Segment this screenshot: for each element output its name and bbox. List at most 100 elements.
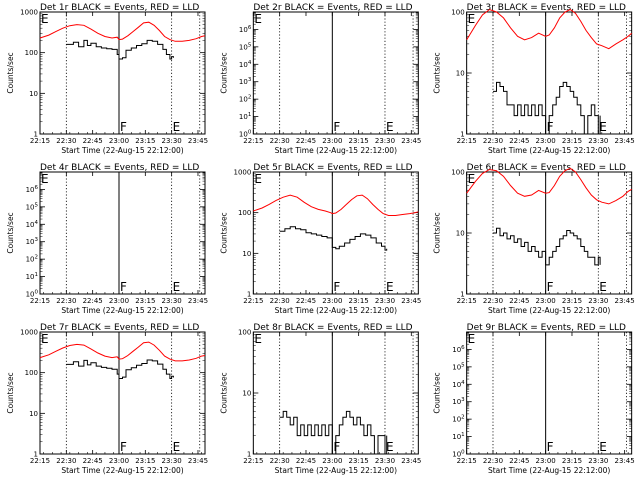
y-tick-label: 104 [239, 60, 252, 69]
y-tick-label: 105 [239, 42, 252, 51]
x-tick-label: 22:30 [483, 137, 503, 145]
panel-1: Det 1r BLACK = Events, RED = LLD 22:15 22:… [6, 3, 208, 155]
x-tick-label: 22:30 [483, 457, 503, 465]
x-tick-label: 23:00 [322, 457, 342, 465]
y-tick-label: 102 [452, 415, 464, 424]
x-tick-label: 23:00 [536, 457, 556, 465]
plot-frame [39, 11, 206, 135]
x-tick-label: 22:30 [56, 297, 76, 305]
plot-frame [39, 171, 206, 295]
y-tick-label: 1000 [234, 169, 252, 177]
x-tick-label: 23:30 [162, 137, 182, 145]
y-axis-label: Counts/sec [6, 212, 15, 253]
events-series-line [279, 226, 388, 251]
events-series-line [493, 227, 601, 266]
marker-f: F [120, 120, 127, 134]
y-axis-label: Counts/sec [6, 52, 15, 93]
x-tick-label: 22:45 [296, 457, 316, 465]
x-tick-label: 22:45 [509, 137, 529, 145]
x-axis-label: Start Time (22-Aug-15 22:12:00) [61, 466, 183, 475]
y-tick-label: 100 [452, 450, 465, 459]
x-tick-label: 23:15 [135, 297, 155, 305]
panel-6: Det 6r BLACK = Events, RED = LLD 22:15 22:… [433, 163, 635, 315]
x-axis-label: Start Time (22-Aug-15 22:12:00) [488, 306, 610, 315]
x-tick-label: 23:30 [588, 137, 608, 145]
x-tick-label: 23:15 [349, 297, 369, 305]
x-tick-label: 22:30 [56, 457, 76, 465]
marker-f: F [333, 120, 340, 134]
x-tick-label: 22:30 [270, 297, 290, 305]
plot-frame [252, 171, 419, 295]
events-series-line [66, 39, 174, 60]
plot-frame [252, 11, 419, 135]
y-tick-label: 102 [239, 95, 251, 104]
x-tick-label: 23:45 [401, 297, 421, 305]
y-axis-label: Counts/sec [433, 52, 442, 93]
x-tick-label: 23:45 [188, 297, 208, 305]
x-tick-label: 23:30 [162, 457, 182, 465]
lld-series-line [466, 8, 633, 50]
marker-e: E [468, 332, 476, 346]
y-tick-label: 10 [456, 70, 465, 78]
x-tick-label: 22:15 [243, 137, 263, 145]
y-axis-label: Counts/sec [219, 372, 228, 413]
x-tick-label: 23:30 [375, 457, 395, 465]
marker-e: E [386, 280, 394, 294]
panel-9: Det 9r BLACK = Events, RED = LLD 22:15 22:… [433, 323, 635, 475]
y-tick-label: 1 [247, 451, 251, 459]
x-tick-label: 23:00 [109, 297, 129, 305]
x-tick-label: 23:45 [401, 137, 421, 145]
y-axis-label: Counts/sec [433, 212, 442, 253]
x-tick-label: 22:15 [243, 457, 263, 465]
y-axis-label: Counts/sec [219, 212, 228, 253]
y-tick-label: 10 [242, 390, 251, 398]
y-tick-label: 100 [239, 130, 252, 139]
marker-e: E [468, 172, 476, 186]
x-tick-label: 22:45 [83, 297, 103, 305]
panel-title: Det 6r BLACK = Events, RED = LLD [467, 163, 626, 173]
panel-title: Det 8r BLACK = Events, RED = LLD [253, 323, 412, 333]
y-tick-label: 101 [26, 272, 38, 281]
marker-f: F [547, 120, 554, 134]
plot-frame [39, 331, 206, 455]
x-tick-label: 23:15 [349, 457, 369, 465]
y-axis-label: Counts/sec [433, 372, 442, 413]
panel-8: Det 8r BLACK = Events, RED = LLD 22:15 22:… [219, 323, 421, 475]
marker-f: F [120, 440, 127, 454]
x-tick-label: 22:45 [509, 457, 529, 465]
y-tick-label: 104 [452, 380, 465, 389]
lld-series-line [39, 21, 206, 42]
x-tick-label: 22:15 [243, 297, 263, 305]
x-tick-label: 23:30 [375, 297, 395, 305]
y-tick-label: 103 [26, 237, 39, 246]
x-axis-label: Start Time (22-Aug-15 22:12:00) [275, 306, 397, 315]
y-tick-label: 10 [29, 410, 38, 418]
y-tick-label: 105 [26, 202, 39, 211]
y-tick-label: 106 [452, 345, 465, 354]
marker-e: E [254, 12, 262, 26]
x-tick-label: 23:00 [109, 137, 129, 145]
panel-title: Det 3r BLACK = Events, RED = LLD [467, 3, 626, 13]
x-tick-label: 23:00 [536, 137, 556, 145]
x-tick-label: 22:45 [296, 297, 316, 305]
y-tick-label: 10 [456, 230, 465, 238]
panel-3: Det 3r BLACK = Events, RED = LLD 22:15 22:… [433, 3, 635, 155]
marker-f: F [333, 440, 340, 454]
y-tick-label: 1 [247, 291, 251, 299]
y-tick-label: 100 [25, 369, 38, 377]
marker-e: E [468, 12, 476, 26]
panel-4: Det 4r BLACK = Events, RED = LLD 22:15 22:… [6, 163, 208, 315]
panel-2: Det 2r BLACK = Events, RED = LLD 22:15 22:… [219, 3, 421, 155]
x-tick-label: 23:15 [562, 137, 582, 145]
marker-f: F [333, 280, 340, 294]
plot-frame [466, 331, 633, 455]
y-tick-label: 1 [34, 131, 38, 139]
panel-7: Det 7r BLACK = Events, RED = LLD 22:15 22:… [6, 323, 208, 475]
y-tick-label: 100 [451, 9, 464, 17]
lld-series-line [466, 167, 632, 205]
x-tick-label: 23:30 [162, 297, 182, 305]
x-tick-label: 22:30 [483, 297, 503, 305]
x-axis-label: Start Time (22-Aug-15 22:12:00) [275, 146, 397, 155]
x-tick-label: 23:00 [536, 297, 556, 305]
